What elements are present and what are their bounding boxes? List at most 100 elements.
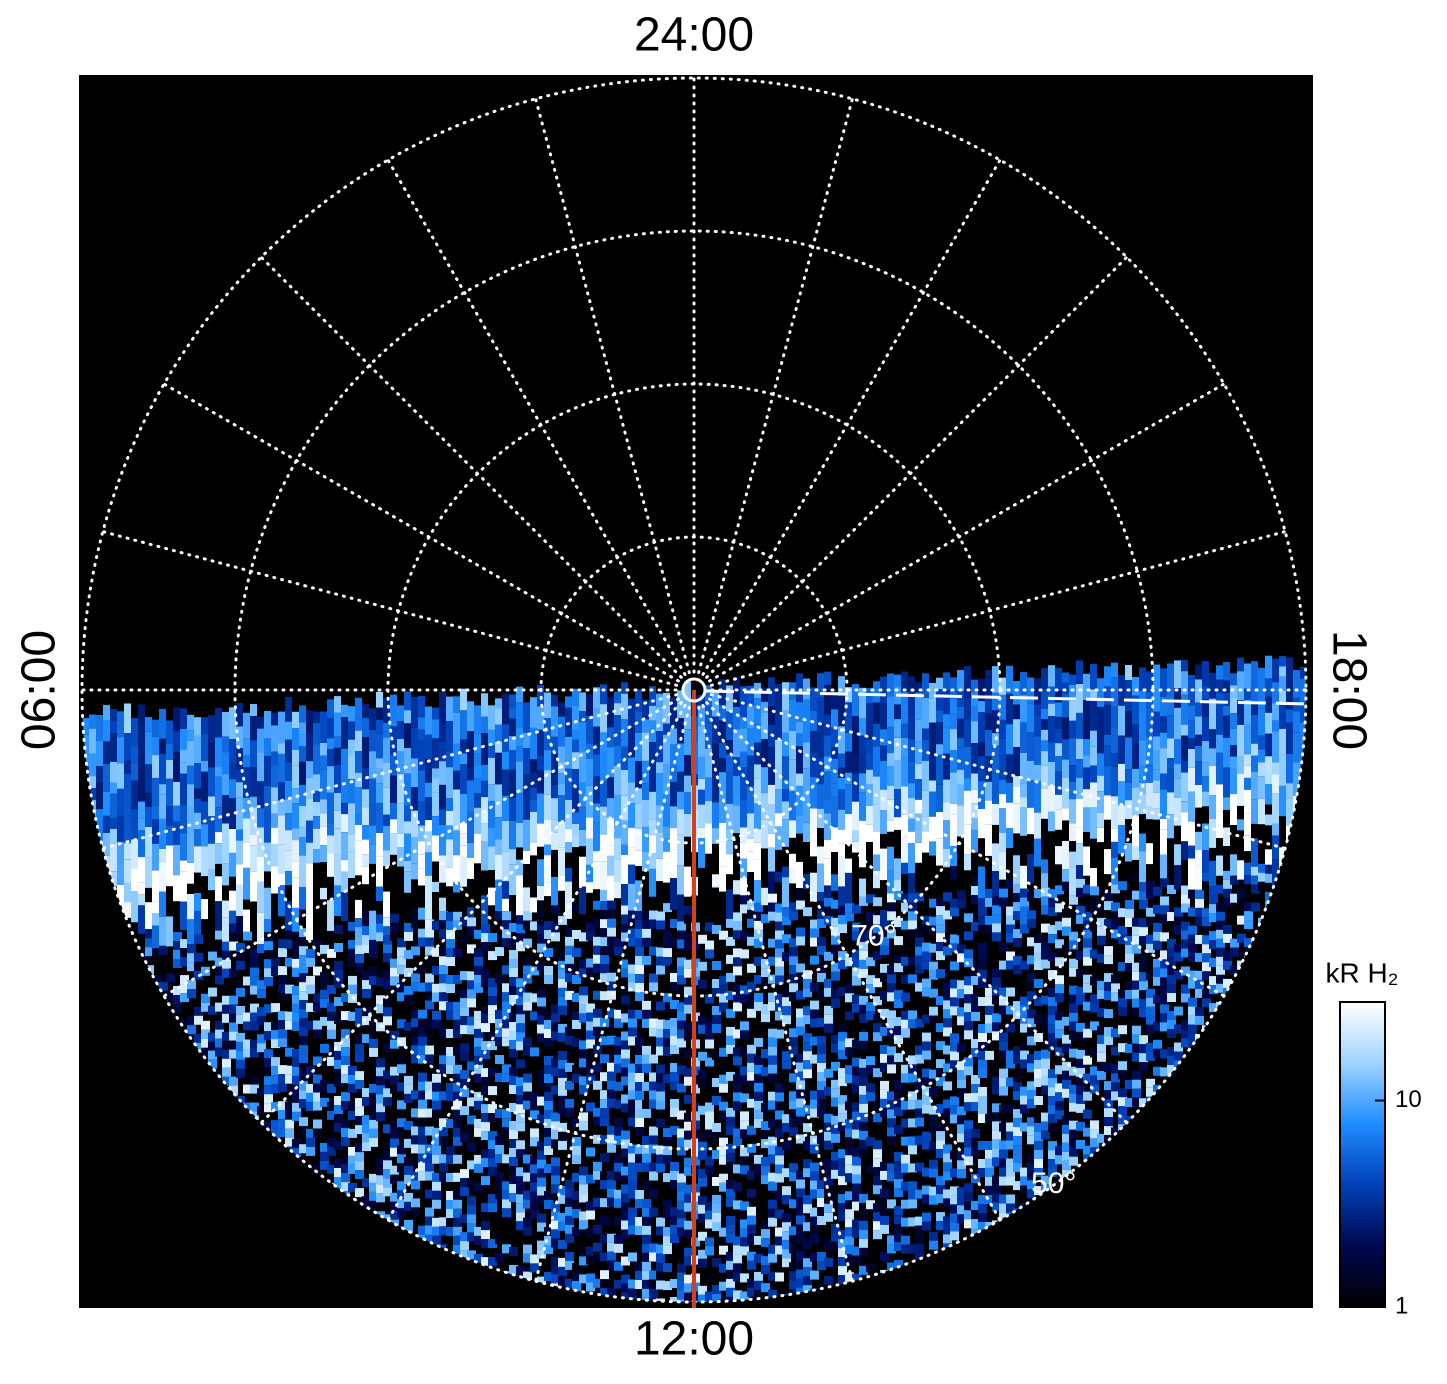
emission-cell bbox=[670, 744, 677, 767]
emission-cell bbox=[775, 1227, 784, 1237]
emission-cell bbox=[873, 1158, 882, 1168]
emission-cell bbox=[376, 968, 385, 978]
emission-cell bbox=[404, 1120, 413, 1130]
emission-cell bbox=[411, 758, 418, 788]
emission-cell bbox=[761, 968, 770, 978]
emission-cell bbox=[334, 1015, 343, 1024]
emission-cell bbox=[901, 1244, 910, 1254]
emission-cell bbox=[439, 1136, 448, 1146]
emission-cell bbox=[635, 956, 644, 965]
emission-cell bbox=[397, 1127, 406, 1137]
emission-cell bbox=[628, 973, 637, 983]
emission-cell bbox=[453, 1028, 462, 1038]
emission-cell bbox=[698, 756, 705, 779]
emission-cell bbox=[782, 682, 789, 711]
emission-cell bbox=[299, 1036, 308, 1046]
emission-cell bbox=[236, 809, 243, 830]
emission-cell bbox=[411, 1126, 420, 1136]
emission-cell bbox=[887, 1055, 896, 1065]
emission-cell bbox=[208, 1041, 217, 1051]
emission-cell bbox=[229, 1004, 238, 1014]
emission-cell bbox=[397, 956, 406, 966]
emission-cell bbox=[355, 1188, 364, 1198]
emission-cell bbox=[579, 782, 586, 807]
emission-cell bbox=[355, 1035, 364, 1045]
emission-cell bbox=[1027, 1135, 1036, 1145]
emission-cell bbox=[789, 974, 798, 984]
emission-cell bbox=[936, 1122, 945, 1132]
emission-cell bbox=[460, 753, 467, 765]
emission-cell bbox=[929, 722, 936, 754]
emission-cell bbox=[901, 1019, 910, 1029]
emission-cell bbox=[726, 1161, 735, 1171]
emission-cell bbox=[481, 1131, 490, 1141]
emission-cell bbox=[187, 962, 196, 972]
emission-cell bbox=[929, 1168, 938, 1178]
emission-cell bbox=[362, 971, 371, 981]
emission-cell bbox=[733, 966, 742, 976]
emission-cell bbox=[89, 788, 96, 800]
emission-cell bbox=[187, 807, 194, 837]
emission-cell bbox=[635, 1100, 644, 1109]
emission-cell bbox=[537, 988, 546, 998]
emission-cell bbox=[950, 729, 957, 750]
emission-cell bbox=[908, 974, 917, 984]
emission-cell bbox=[446, 948, 455, 957]
emission-cell bbox=[992, 923, 1001, 933]
emission-cell bbox=[131, 891, 138, 923]
emission-cell bbox=[327, 1020, 336, 1030]
emission-cell bbox=[775, 921, 784, 931]
emission-cell bbox=[1013, 803, 1020, 834]
emission-cell bbox=[817, 784, 824, 809]
emission-cell bbox=[516, 1023, 525, 1033]
emission-cell bbox=[397, 721, 404, 739]
emission-cell bbox=[663, 838, 670, 852]
emission-cell bbox=[243, 909, 250, 932]
emission-cell bbox=[600, 955, 609, 965]
emission-cell bbox=[971, 1102, 980, 1111]
emission-cell bbox=[964, 1057, 973, 1067]
emission-cell bbox=[222, 836, 229, 864]
emission-cell bbox=[607, 1251, 616, 1261]
emission-cell bbox=[677, 930, 686, 940]
emission-cell bbox=[796, 1269, 805, 1279]
emission-cell bbox=[999, 851, 1006, 880]
emission-cell bbox=[635, 1091, 644, 1100]
emission-cell bbox=[768, 1145, 777, 1155]
emission-cell bbox=[495, 1109, 504, 1118]
emission-cell bbox=[362, 1196, 371, 1206]
emission-cell bbox=[1055, 1047, 1064, 1057]
emission-cell bbox=[292, 828, 299, 841]
emission-cell bbox=[1020, 1050, 1029, 1060]
emission-cell bbox=[334, 1078, 343, 1087]
emission-cell bbox=[257, 1016, 266, 1026]
emission-cell bbox=[145, 929, 154, 939]
emission-cell bbox=[901, 1010, 910, 1020]
emission-cell bbox=[306, 777, 313, 799]
emission-cell bbox=[523, 1244, 532, 1254]
emission-cell bbox=[96, 740, 103, 767]
emission-cell bbox=[446, 1101, 455, 1110]
emission-cell bbox=[789, 1100, 798, 1110]
emission-cell bbox=[901, 786, 908, 815]
emission-cell bbox=[250, 1084, 259, 1094]
emission-cell bbox=[201, 717, 208, 734]
emission-cell bbox=[831, 1097, 840, 1107]
emission-cell bbox=[509, 1148, 518, 1157]
emission-cell bbox=[1020, 807, 1027, 836]
emission-cell bbox=[936, 906, 945, 916]
emission-cell bbox=[474, 956, 483, 966]
emission-cell bbox=[628, 1171, 637, 1181]
emission-cell bbox=[782, 997, 791, 1007]
emission-cell bbox=[817, 722, 824, 737]
emission-cell bbox=[537, 1141, 546, 1151]
emission-cell bbox=[334, 747, 341, 765]
emission-cell bbox=[453, 1226, 462, 1236]
emission-cell bbox=[649, 1189, 658, 1199]
emission-cell bbox=[523, 1217, 532, 1227]
emission-cell bbox=[460, 1124, 469, 1134]
emission-cell bbox=[726, 1269, 735, 1279]
emission-cell bbox=[250, 716, 257, 741]
emission-cell bbox=[656, 773, 663, 806]
emission-cell bbox=[901, 974, 910, 984]
